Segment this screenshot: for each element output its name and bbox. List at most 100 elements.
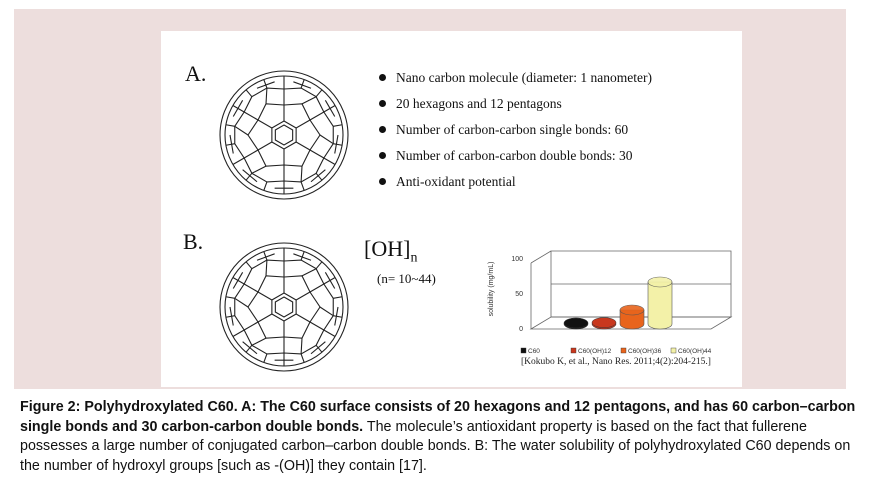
chart-frame xyxy=(529,250,733,330)
bond-line xyxy=(300,353,305,363)
bond-line xyxy=(232,277,245,285)
formula-subscript: n xyxy=(410,250,418,266)
bar-body xyxy=(647,281,673,330)
formula-main: [OH] xyxy=(364,236,411,261)
bond-line xyxy=(265,87,268,104)
bond-line xyxy=(245,89,253,98)
bond-line xyxy=(295,119,311,129)
bond-line xyxy=(232,105,245,113)
chart-tick-label: 50 xyxy=(515,291,523,298)
double-bond-line xyxy=(334,306,339,326)
chart-tick-label: 100 xyxy=(511,256,523,263)
bullet-item: Number of carbon-carbon single bonds: 60 xyxy=(379,117,652,143)
bar-top xyxy=(619,304,645,316)
double-bond-line xyxy=(293,253,312,261)
double-bond-line xyxy=(229,306,234,326)
bullet-dot xyxy=(379,178,386,186)
bullet-item: Number of carbon-carbon double bonds: 30 xyxy=(379,143,652,169)
bond-line xyxy=(257,141,273,151)
bond-line xyxy=(315,89,323,98)
caption-text: The molecule’s antioxidant property is b… xyxy=(20,418,851,474)
bond-line xyxy=(263,181,268,191)
bullet-text: 20 hexagons and 12 pentagons xyxy=(396,96,562,111)
bullet-item: Nano carbon molecule (diameter: 1 nanome… xyxy=(379,65,652,91)
chart-bar xyxy=(591,317,617,330)
bond-line xyxy=(323,277,336,285)
bond-line xyxy=(295,141,311,151)
bond-line xyxy=(309,111,325,121)
bullet-text: Anti-oxidant potential xyxy=(396,174,516,189)
bond-line xyxy=(323,329,336,337)
bar-top xyxy=(563,317,589,329)
bond-line xyxy=(263,79,268,89)
bond-line xyxy=(319,134,334,145)
legend-swatch xyxy=(570,347,577,354)
bond-line xyxy=(257,313,273,323)
chart-bars xyxy=(563,276,673,330)
bond-line xyxy=(265,259,268,276)
bar-body xyxy=(619,309,645,330)
bond-line xyxy=(232,329,245,337)
double-bond-line xyxy=(334,134,339,154)
legend-label: C60(OH)12 xyxy=(578,348,612,355)
chart-tick-label: 0 xyxy=(519,326,523,333)
bullet-text: Nano carbon molecule (diameter: 1 nanome… xyxy=(396,70,653,85)
bullet-dot xyxy=(379,126,386,134)
double-bond-line xyxy=(256,81,275,89)
chart-bar xyxy=(619,304,645,330)
bond-line xyxy=(225,124,235,127)
bond-line xyxy=(234,125,249,136)
bond-line xyxy=(225,315,235,318)
double-bond-line xyxy=(232,272,244,289)
fullerene-b-drawing xyxy=(219,242,349,372)
chart-legend: C60 C60(OH)12 C60(OH)36 C60(OH)44 xyxy=(520,347,712,355)
bond-line xyxy=(333,315,343,318)
bond-line xyxy=(243,283,259,293)
double-bond-line xyxy=(324,272,336,289)
bullet-dot xyxy=(379,152,386,160)
double-bond-line xyxy=(232,100,244,117)
bond-line xyxy=(251,337,267,346)
bond-line xyxy=(300,79,305,89)
bond-line xyxy=(245,172,253,181)
center-hexagon-double-bond xyxy=(274,296,294,318)
center-hexagon-double-bond xyxy=(274,124,294,146)
panel-a-bullet-list: Nano carbon molecule (diameter: 1 nanome… xyxy=(379,65,652,195)
chart-back-wall xyxy=(550,250,732,318)
bullet-text: Number of carbon-carbon double bonds: 30 xyxy=(396,148,633,163)
bond-line xyxy=(309,149,325,159)
bond-line xyxy=(263,251,268,261)
bond-line xyxy=(333,143,343,146)
legend-label: C60(OH)44 xyxy=(678,348,712,355)
legend-swatch xyxy=(670,347,677,354)
bond-line xyxy=(319,306,334,317)
double-bond-line xyxy=(324,100,336,117)
bond-line xyxy=(301,96,317,105)
bond-line xyxy=(295,291,311,301)
bar-top xyxy=(591,317,617,328)
bond-line xyxy=(257,119,273,129)
chart-ylabel: solubility (mg/mL) xyxy=(488,262,495,317)
bullet-dot xyxy=(379,100,386,108)
hydroxyl-range: (n= 10~44) xyxy=(377,271,436,286)
fullerene-cage xyxy=(219,242,349,372)
bullet-text: Number of carbon-carbon single bonds: 60 xyxy=(396,122,629,137)
citation: [Kokubo K, et al., Nano Res. 2011;4(2):2… xyxy=(521,357,711,367)
outer-ring xyxy=(219,70,349,200)
legend-swatch xyxy=(520,347,527,354)
bond-line xyxy=(309,283,325,293)
bond-line xyxy=(300,181,305,191)
chart-bar xyxy=(647,276,673,330)
double-bond-line xyxy=(229,134,234,154)
legend-label: C60 xyxy=(528,348,540,355)
legend-swatch xyxy=(620,347,627,354)
figure-frame: A. Nano carbon molecule (diameter: 1 nan… xyxy=(14,9,846,389)
panel-b-label: B. xyxy=(183,229,204,254)
bullet-dot xyxy=(379,74,386,82)
chart-top-edge xyxy=(530,250,552,264)
bond-line xyxy=(243,111,259,121)
legend-label: C60(OH)36 xyxy=(628,348,662,355)
bond-line xyxy=(234,297,249,308)
fullerene-cage xyxy=(219,70,349,200)
